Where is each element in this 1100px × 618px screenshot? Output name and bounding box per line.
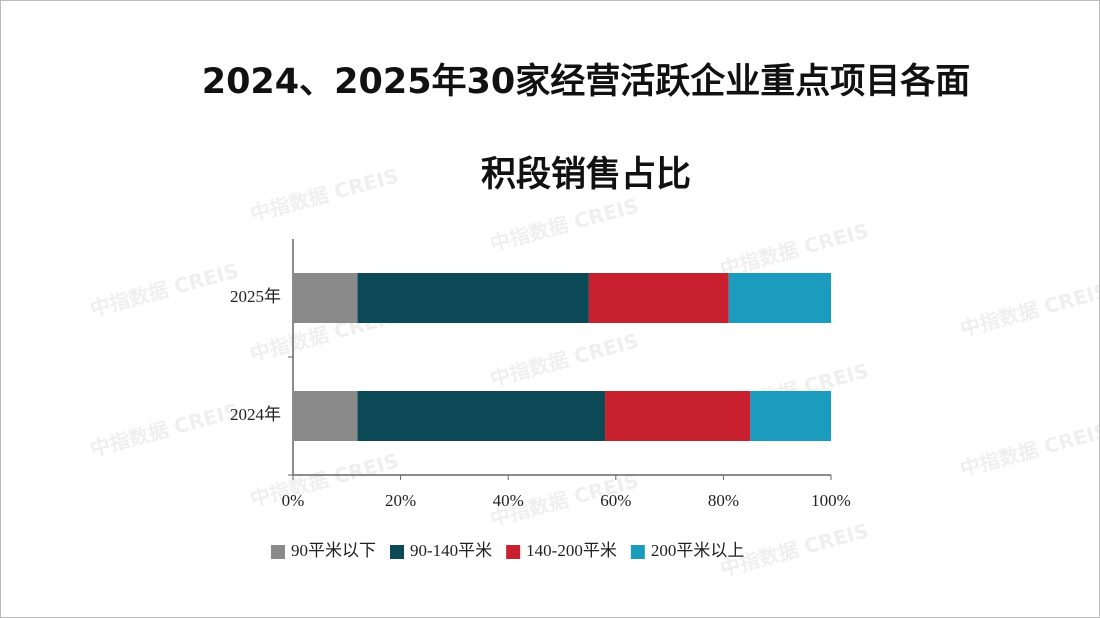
x-tick-label: 0% <box>282 491 305 510</box>
y-tick-label: 2024年 <box>230 405 281 424</box>
chart-title: 2024、2025年30家经营活跃企业重点项目各面积段销售占比 <box>201 62 971 195</box>
bar-segment <box>588 273 729 323</box>
bar-segment <box>357 273 589 323</box>
bar-segment <box>750 391 831 441</box>
legend-swatch <box>271 545 285 559</box>
watermark: 中指数据 CREIS <box>488 328 642 391</box>
legend-swatch <box>506 545 521 559</box>
legend-label: 140-200平米 <box>526 541 617 560</box>
legend-swatch <box>390 545 404 559</box>
legend-swatch <box>630 545 645 559</box>
watermark: 中指数据 CREIS <box>488 193 642 256</box>
bar-segment <box>605 391 751 441</box>
x-tick-label: 60% <box>600 491 631 510</box>
bar-segment <box>728 273 831 323</box>
legend-label: 90平米以下 <box>291 541 376 560</box>
x-tick-label: 20% <box>385 491 416 510</box>
legend-label: 90-140平米 <box>410 541 492 560</box>
bar-segment <box>293 273 358 323</box>
watermark: 中指数据 CREIS <box>248 448 402 511</box>
x-tick-label: 80% <box>708 491 739 510</box>
watermark: 中指数据 CREIS <box>88 258 242 321</box>
x-tick-label: 40% <box>493 491 524 510</box>
watermark: 中指数据 CREIS <box>718 218 872 281</box>
legend-label: 200平米以上 <box>651 541 745 560</box>
watermark: 中指数据 CREIS <box>958 418 1099 481</box>
x-tick-label: 100% <box>811 491 851 510</box>
y-tick-label: 2025年 <box>230 287 281 306</box>
watermark: 中指数据 CREIS <box>88 398 242 461</box>
bar-segment <box>293 391 358 441</box>
watermark: 中指数据 CREIS <box>958 278 1099 341</box>
bar-segment <box>357 391 606 441</box>
watermark: 中指数据 CREIS <box>248 163 402 226</box>
